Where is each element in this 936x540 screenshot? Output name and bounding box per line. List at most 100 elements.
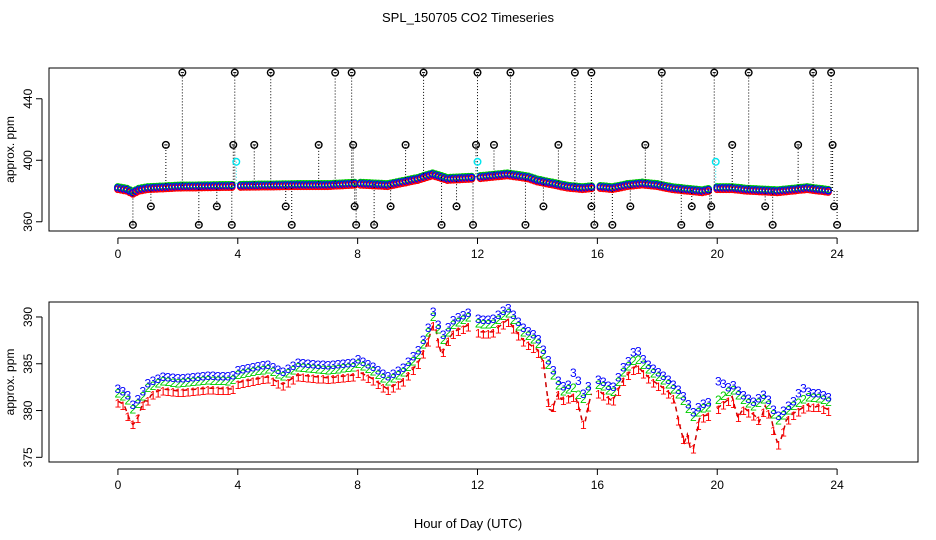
series-3-point: 3 [405,355,412,369]
series-1-point: 1 [630,364,637,378]
series-3-point: 3 [455,311,462,325]
series-1-point: 1 [765,408,772,422]
series-2-point: 2 [630,354,637,368]
series-1-point: 1 [165,385,172,399]
series-2-point: 2 [215,374,222,388]
series-3-point: 3 [195,370,202,384]
series-3-point: 3 [595,373,602,387]
series-1-point: 1 [610,395,617,409]
series-3-point: 3 [460,308,467,322]
series-1-point: 1 [365,372,372,386]
series-3-point: 3 [730,379,737,393]
y-axis-title: approx. ppm [3,116,17,183]
series-3-point: 3 [275,363,282,377]
series-2-point: 2 [395,369,402,383]
series-3-point: 3 [800,382,807,396]
series-2-point: 2 [305,362,312,376]
series-3-point: 3 [535,332,542,346]
series-2-point: 2 [160,375,167,389]
series-2-point: 2 [150,379,157,393]
flag-point [539,202,548,211]
series-1-point: 1 [795,406,802,420]
series-1-point: 1 [400,375,407,389]
series-1-point: 1 [800,403,807,417]
series-1-point: 1 [475,326,482,340]
series-2-point: 2 [345,361,352,375]
flag-point [437,220,446,229]
series-3-point: 3 [635,345,642,359]
series-3-point: 3 [270,360,277,374]
flag-point [331,68,340,77]
series-1-point: 1 [115,397,122,411]
series-2-point: 2 [450,318,457,332]
series-1-point: 1 [565,393,572,407]
series-1-point: 1 [580,418,587,432]
series-3-point: 3 [425,321,432,335]
x-tick-label: 20 [711,247,725,261]
x-tick-label: 16 [591,247,605,261]
series-1-point: 1 [775,438,782,452]
series-2-point: 2 [250,365,257,379]
flag-point [452,202,461,211]
series-2-point: 2 [760,393,767,407]
series-3-point: 3 [705,396,712,410]
series-2-point: 2 [735,389,742,403]
flag-point [350,202,359,211]
series-1-point: 1 [235,378,242,392]
series-3-point: 3 [550,364,557,378]
series-1-point: 1 [700,411,707,425]
y-tick-label: 440 [21,88,35,108]
series-3-point: 3 [565,378,572,392]
series-2-point: 2 [485,318,492,332]
series-2-point: 2 [660,374,667,388]
series-3-point: 3 [585,379,592,393]
series-1-point: 1 [790,409,797,423]
series-3-point: 3 [825,390,832,404]
series-1-point: 1 [625,369,632,383]
series-2-point: 2 [195,375,202,389]
flag-point [347,68,356,77]
series-2-point: 2 [790,399,797,413]
series-3-point: 3 [820,388,827,402]
series-2-point: 2 [775,414,782,428]
series-1-point: 1 [410,364,417,378]
series-3-point: 3 [155,372,162,386]
series-2-point: 2 [495,313,502,327]
series-3-point: 3 [485,313,492,327]
series-3-point: 3 [600,375,607,389]
series-2-point: 2 [415,348,422,362]
series-3-point: 3 [280,365,287,379]
series-2-point: 2 [535,337,542,351]
series-2-point: 2 [505,306,512,320]
series-3-point: 3 [805,385,812,399]
series-2-point: 2 [255,364,262,378]
series-2-point: 2 [675,388,682,402]
series-3-point: 3 [740,388,747,402]
flag-point [554,140,563,149]
series-2-point: 2 [815,391,822,405]
series-3-point: 3 [720,377,727,391]
series-1-point: 1 [130,418,137,432]
series-3-point: 3 [515,315,522,329]
series-1-point: 1 [760,406,767,420]
series-2-point: 2 [640,358,647,372]
series-3-point: 3 [500,304,507,318]
series-1-point: 1 [460,323,467,337]
series-3-point: 3 [165,371,172,385]
series-3-point: 3 [450,313,457,327]
series-2-point: 2 [745,397,752,411]
series-1-point: 1 [725,395,732,409]
series-1-point: 1 [205,384,212,398]
series-2-point: 2 [240,367,247,381]
series-3-point: 3 [655,365,662,379]
series-3-point: 3 [605,379,612,393]
series-2-point: 2 [685,402,692,416]
series-2-point: 2 [530,332,537,346]
y-tick-label: 390 [21,307,35,327]
series-3-point: 3 [435,318,442,332]
trace-point [467,173,476,182]
series-2-point: 2 [225,374,232,388]
series-1-point: 1 [395,379,402,393]
series-3-point: 3 [540,343,547,357]
series-2-point: 2 [770,408,777,422]
